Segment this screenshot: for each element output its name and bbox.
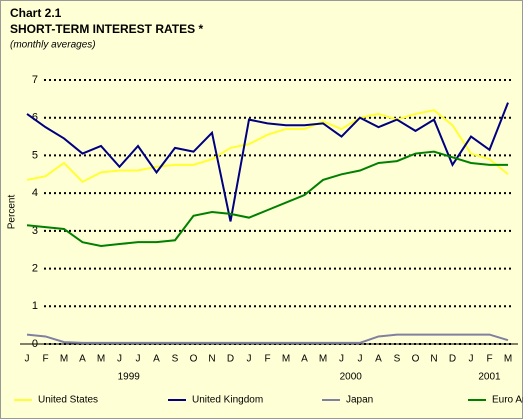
x-tick-label: N xyxy=(430,354,437,365)
x-tick-label: J xyxy=(358,354,363,365)
y-tick-label: 6 xyxy=(32,112,38,124)
legend-label: Euro Area xyxy=(492,395,523,406)
x-tick-label: A xyxy=(375,354,382,365)
x-tick-label: M xyxy=(504,354,512,365)
series-line xyxy=(26,150,508,247)
x-tick-label: S xyxy=(172,354,179,365)
x-tick-label: F xyxy=(486,354,492,365)
x-tick-label: J xyxy=(247,354,252,365)
year-label: 2001 xyxy=(478,372,501,383)
x-tick-label: J xyxy=(339,354,344,365)
series-line xyxy=(26,333,509,344)
x-tick-label: M xyxy=(319,354,327,365)
x-tick-label: N xyxy=(208,354,215,365)
x-tick-label: M xyxy=(97,354,105,365)
chart-title: SHORT-TERM INTEREST RATES * xyxy=(10,22,203,36)
y-tick-label: 1 xyxy=(32,300,38,312)
year-label: 2000 xyxy=(340,372,363,383)
x-tick-label: A xyxy=(79,354,86,365)
x-tick-label: A xyxy=(301,354,308,365)
chart-subtitle: (monthly averages) xyxy=(10,40,96,51)
year-label: 1999 xyxy=(118,372,141,383)
x-tick-label: O xyxy=(190,354,198,365)
y-tick-label: 4 xyxy=(32,187,38,199)
y-tick-label: 2 xyxy=(32,262,38,274)
y-axis-label: Percent xyxy=(7,195,18,230)
y-tick-label: 5 xyxy=(32,149,38,161)
chart-label: Chart 2.1 xyxy=(10,6,62,20)
y-tick-label: 3 xyxy=(32,225,38,237)
x-tick-label: F xyxy=(42,354,48,365)
x-tick-label: J xyxy=(469,354,474,365)
y-tick-label: 7 xyxy=(32,74,38,86)
legend-label: United States xyxy=(38,395,98,406)
x-tick-label: J xyxy=(117,354,122,365)
x-tick-label: D xyxy=(227,354,234,365)
x-tick-label: S xyxy=(394,354,401,365)
x-tick-label: O xyxy=(412,354,420,365)
x-tick-label: D xyxy=(449,354,456,365)
x-tick-label: J xyxy=(136,354,141,365)
legend-label: United Kingdom xyxy=(192,395,263,406)
series-line xyxy=(26,102,509,222)
legend-label: Japan xyxy=(346,395,373,406)
x-tick-label: M xyxy=(60,354,68,365)
x-tick-label: M xyxy=(282,354,290,365)
x-tick-label: F xyxy=(264,354,270,365)
series-line xyxy=(26,109,509,184)
x-tick-label: A xyxy=(153,354,160,365)
x-tick-label: J xyxy=(25,354,30,365)
